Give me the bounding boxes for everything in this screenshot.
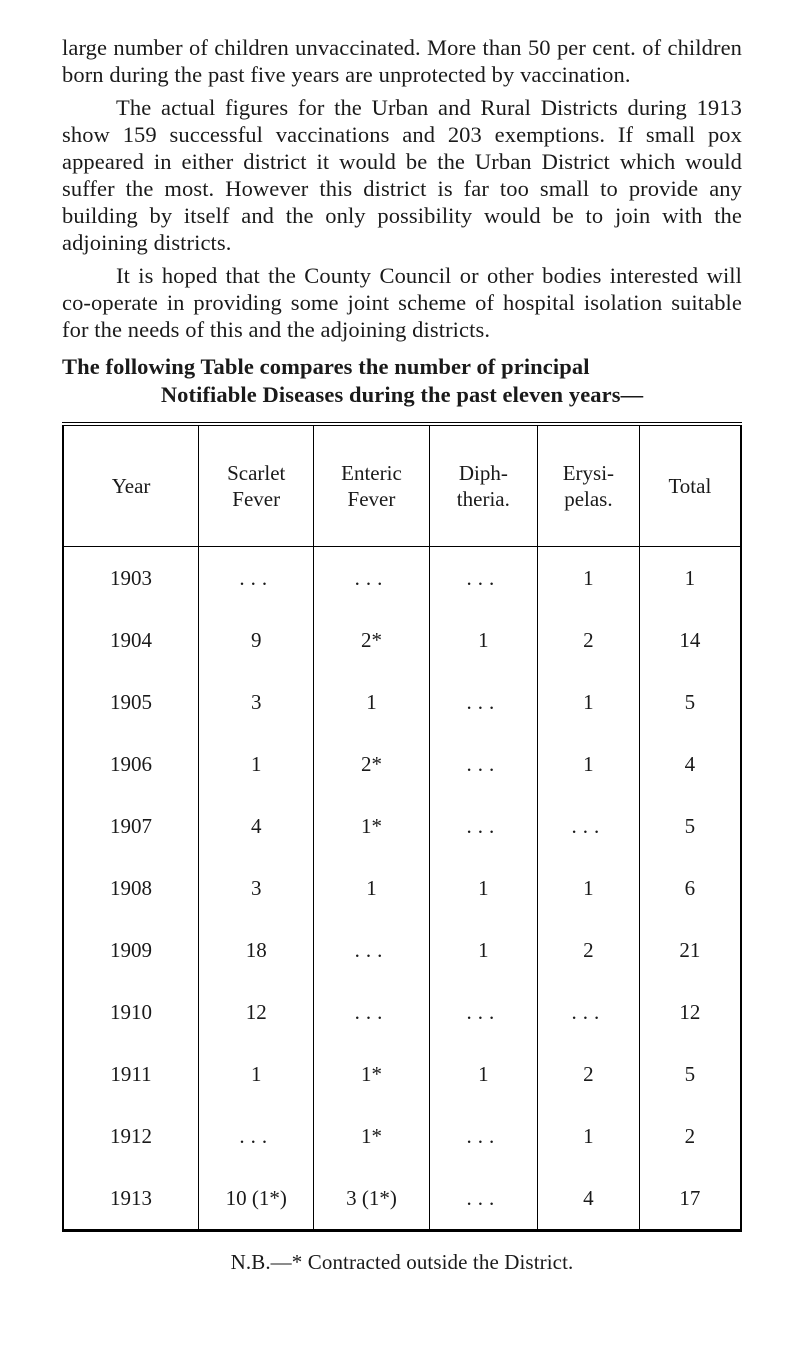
cell: 1 [199, 1043, 314, 1105]
table-row: 1908 3 1 1 1 6 [63, 857, 741, 919]
cell: ... [429, 547, 537, 610]
table-row: 1909 18 ... 1 2 21 [63, 919, 741, 981]
cell: 4 [538, 1167, 640, 1231]
cell: 4 [639, 733, 741, 795]
cell: 1* [314, 1043, 429, 1105]
cell: 1913 [63, 1167, 199, 1231]
cell: 1 [538, 671, 640, 733]
diseases-table: Year ScarletFever EntericFever Diph-ther… [62, 422, 742, 1232]
cell: 1 [314, 857, 429, 919]
cell: ... [199, 1105, 314, 1167]
table-row: 1904 9 2* 1 2 14 [63, 609, 741, 671]
cell: 17 [639, 1167, 741, 1231]
table-row: 1912 ... 1* ... 1 2 [63, 1105, 741, 1167]
cell: 1 [538, 547, 640, 610]
paragraph-3-text: It is hoped that the County Council or o… [62, 263, 748, 342]
cell: 1908 [63, 857, 199, 919]
cell: 18 [199, 919, 314, 981]
cell: 4 [199, 795, 314, 857]
cell: 1 [429, 919, 537, 981]
table-row: 1910 12 ... ... ... 12 [63, 981, 741, 1043]
cell: 12 [639, 981, 741, 1043]
cell: 5 [639, 671, 741, 733]
cell: 1 [314, 671, 429, 733]
cell: ... [429, 1105, 537, 1167]
cell: ... [314, 547, 429, 610]
cell: 14 [639, 609, 741, 671]
cell: 5 [639, 795, 741, 857]
cell: 1 [538, 857, 640, 919]
cell: 3 [199, 857, 314, 919]
cell: ... [314, 981, 429, 1043]
paragraph-3: It is hoped that the County Council or o… [62, 262, 742, 343]
cell: ... [429, 733, 537, 795]
paragraph-1-text: large number of children unvaccinated. M… [62, 35, 748, 87]
cell: 1 [538, 733, 640, 795]
cell: 1904 [63, 609, 199, 671]
table-row: 1913 10 (1*) 3 (1*) ... 4 17 [63, 1167, 741, 1231]
cell: 1912 [63, 1105, 199, 1167]
table-subheading: Notifiable Diseases during the past elev… [62, 382, 742, 408]
cell: 9 [199, 609, 314, 671]
cell: 3 [199, 671, 314, 733]
cell: 1 [429, 1043, 537, 1105]
cell: 2 [538, 919, 640, 981]
cell: 1 [429, 857, 537, 919]
cell: 12 [199, 981, 314, 1043]
cell: 1903 [63, 547, 199, 610]
cell: 1907 [63, 795, 199, 857]
table-body: 1903 ... ... ... 1 1 1904 9 2* 1 2 14 19… [63, 547, 741, 1231]
cell: 1905 [63, 671, 199, 733]
col-diphtheria: Diph-theria. [429, 424, 537, 547]
col-erysipelas: Erysi-pelas. [538, 424, 640, 547]
paragraph-2: The actual figures for the Urban and Rur… [62, 94, 742, 256]
table-header-row: Year ScarletFever EntericFever Diph-ther… [63, 424, 741, 547]
table-wrap: Year ScarletFever EntericFever Diph-ther… [62, 422, 742, 1232]
paragraph-2-text: The actual figures for the Urban and Rur… [62, 95, 748, 255]
col-enteric: EntericFever [314, 424, 429, 547]
cell: 5 [639, 1043, 741, 1105]
paragraph-1: large number of children unvaccinated. M… [62, 34, 742, 88]
cell: ... [429, 981, 537, 1043]
cell: 1 [538, 1105, 640, 1167]
col-year: Year [63, 424, 199, 547]
cell: ... [199, 547, 314, 610]
cell: 1909 [63, 919, 199, 981]
col-total: Total [639, 424, 741, 547]
cell: ... [538, 981, 640, 1043]
cell: 2 [538, 609, 640, 671]
cell: ... [538, 795, 640, 857]
cell: 1906 [63, 733, 199, 795]
cell: 2 [538, 1043, 640, 1105]
table-row: 1907 4 1* ... ... 5 [63, 795, 741, 857]
cell: 1 [199, 733, 314, 795]
cell: 1 [429, 609, 537, 671]
table-heading: The following Table compares the number … [62, 353, 742, 380]
cell: 1* [314, 795, 429, 857]
footnote: N.B.—* Contracted outside the District. [62, 1250, 742, 1275]
table-row: 1903 ... ... ... 1 1 [63, 547, 741, 610]
table-row: 1911 1 1* 1 2 5 [63, 1043, 741, 1105]
cell: 2* [314, 609, 429, 671]
col-scarlet: ScarletFever [199, 424, 314, 547]
cell: 6 [639, 857, 741, 919]
table-row: 1906 1 2* ... 1 4 [63, 733, 741, 795]
cell: 1910 [63, 981, 199, 1043]
cell: 2* [314, 733, 429, 795]
cell: 21 [639, 919, 741, 981]
cell: ... [314, 919, 429, 981]
cell: 1911 [63, 1043, 199, 1105]
cell: 3 (1*) [314, 1167, 429, 1231]
cell: ... [429, 1167, 537, 1231]
cell: 1* [314, 1105, 429, 1167]
page: large number of children unvaccinated. M… [0, 0, 800, 1361]
cell: 10 (1*) [199, 1167, 314, 1231]
cell: ... [429, 795, 537, 857]
cell: 1 [639, 547, 741, 610]
table-row: 1905 3 1 ... 1 5 [63, 671, 741, 733]
cell: 2 [639, 1105, 741, 1167]
cell: ... [429, 671, 537, 733]
